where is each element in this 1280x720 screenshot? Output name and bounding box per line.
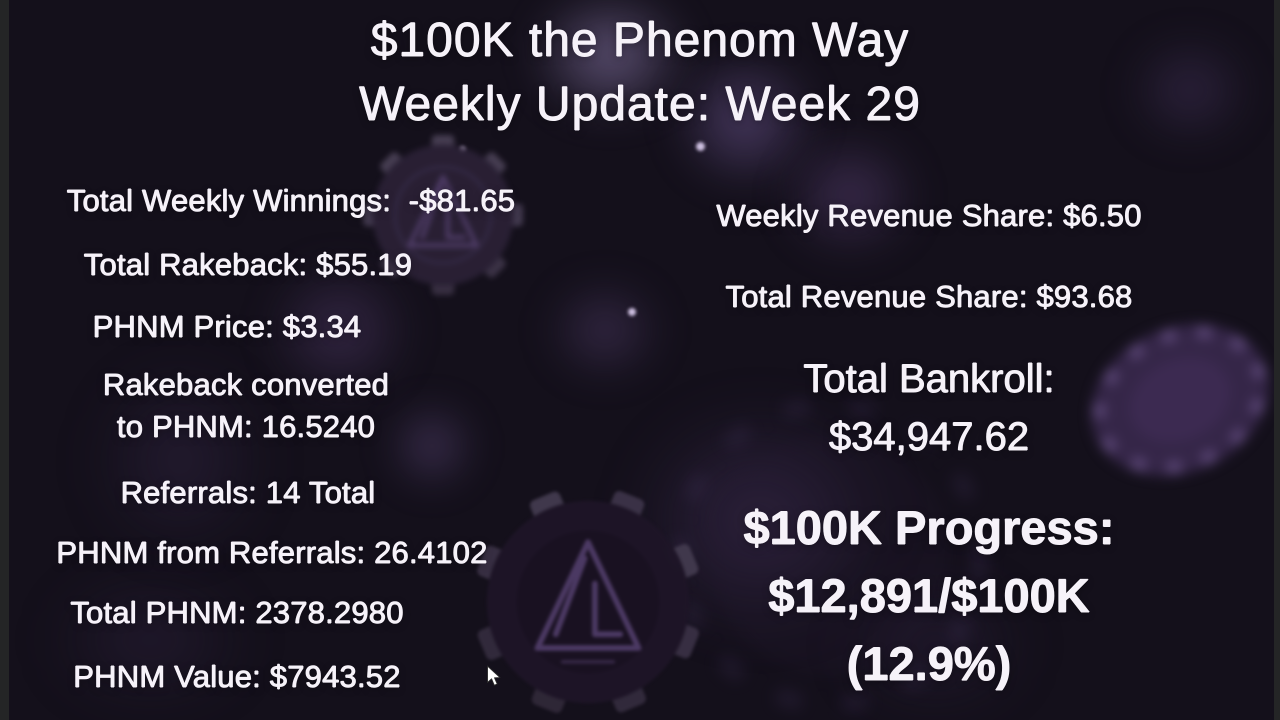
slide-title-line1: $100K the Phenom Way [370, 14, 910, 67]
stat-total-phnm: Total PHNM: 2378.2980 [70, 595, 404, 630]
stat-total-rakeback: Total Rakeback: $55.19 [83, 247, 413, 282]
stat-weekly-revenue-share: Weekly Revenue Share: $6.50 [716, 198, 1142, 233]
poker-chip-right [1091, 324, 1269, 476]
stat-phnm-from-referrals: PHNM from Referrals: 26.4102 [56, 535, 488, 570]
poker-chip-center [477, 491, 699, 713]
stat-total-weekly-winnings: Total Weekly Winnings: -$81.65 [66, 183, 516, 218]
poker-chip-top [363, 135, 523, 295]
bokeh-blob [372, 386, 492, 506]
bokeh-blob [20, 560, 280, 720]
phenom-triangle-logo [534, 539, 642, 664]
stat-rakeback-converted: Rakeback converted to PHNM: 16.5240 [102, 367, 390, 444]
phenom-triangle-logo [407, 174, 479, 248]
stat-referrals: Referrals: 14 Total [120, 475, 376, 510]
bokeh-blob [815, 560, 1055, 720]
sparkle-dot [696, 142, 705, 151]
arrow-pointer-icon [487, 665, 501, 686]
bokeh-blob [70, 340, 290, 580]
bokeh-blob [525, 260, 685, 400]
slide-title-line2: Weekly Update: Week 29 [359, 78, 921, 131]
stat-phnm-value: PHNM Value: $7943.52 [73, 659, 401, 694]
right-edge-strip [1274, 0, 1280, 720]
stat-total-revenue-share: Total Revenue Share: $93.68 [725, 279, 1133, 314]
stat-100k-progress: $100K Progress: $12,891/$100K (12.9%) [743, 501, 1115, 690]
stat-total-bankroll: Total Bankroll: $34,947.62 [803, 357, 1055, 459]
left-edge-strip [0, 0, 9, 720]
bokeh-blob [1105, 15, 1275, 165]
stat-phnm-price: PHNM Price: $3.34 [92, 309, 362, 344]
bokeh-blob [755, 110, 945, 280]
sparkle-dot [628, 308, 636, 316]
